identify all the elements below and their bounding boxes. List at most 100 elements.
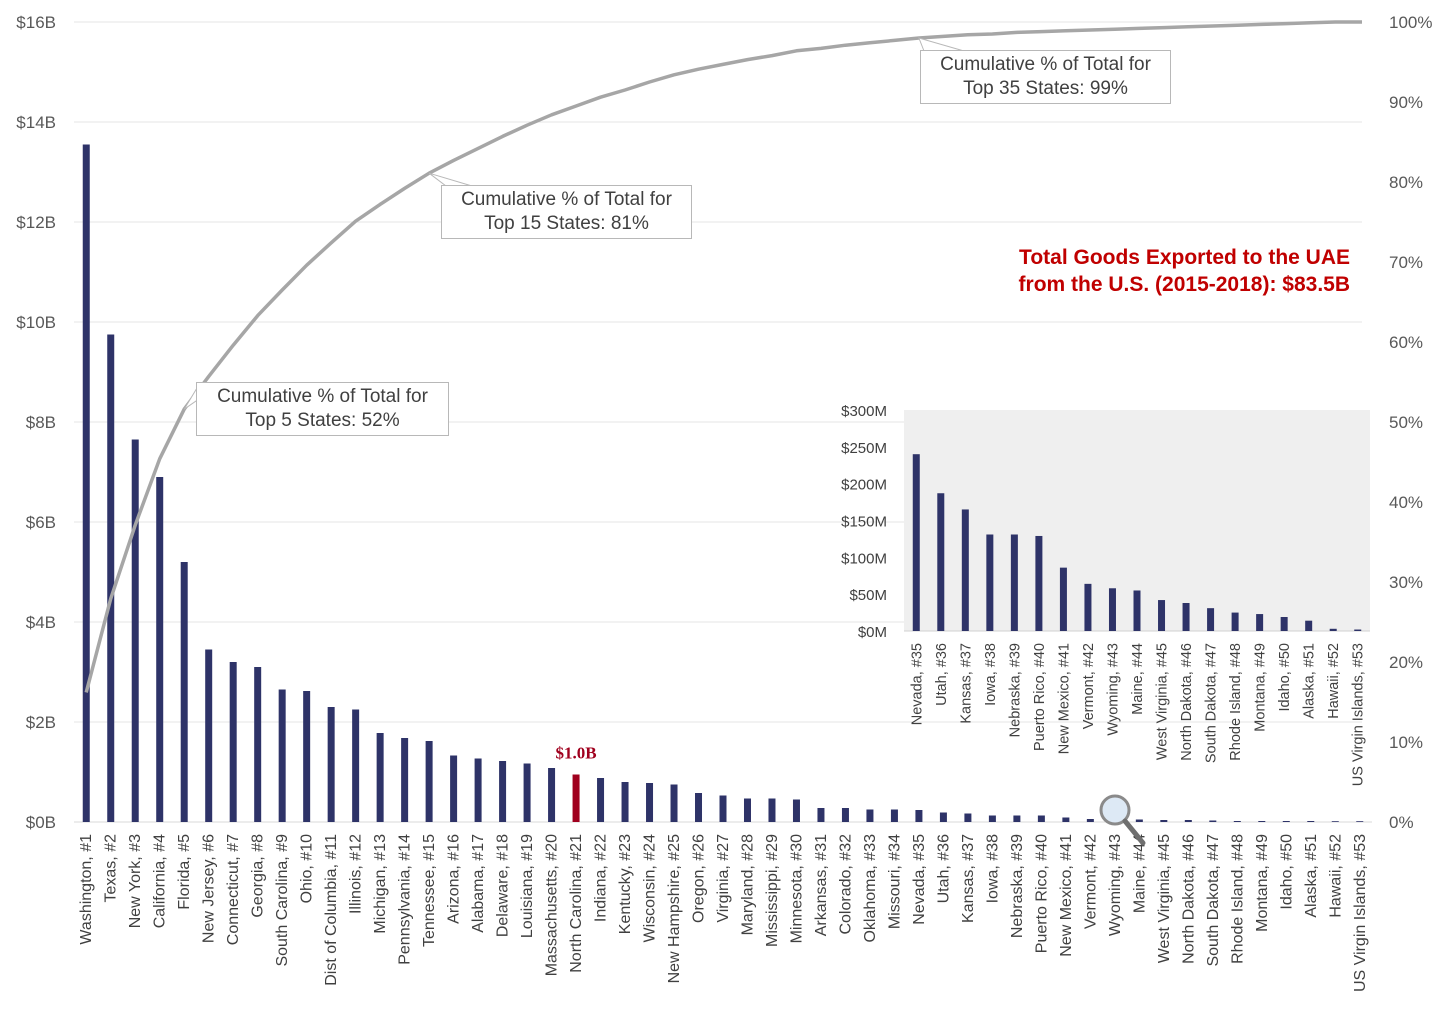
x-label-maryland-28: Maryland, #28 xyxy=(739,834,756,935)
x-label-louisiana-19: Louisiana, #19 xyxy=(519,834,536,938)
callout-pointer xyxy=(918,37,965,52)
inset-x-label-wyoming-43: Wyoming, #43 xyxy=(1105,643,1121,736)
inset-chart: $0M $50M $100M $150M $200M $250M $300M Nevada, … xyxy=(841,403,1370,786)
inset-bar-alaska-51 xyxy=(1305,620,1313,631)
callout-top35-line1: Cumulative % of Total for xyxy=(940,54,1151,75)
bar-utah-36 xyxy=(939,812,947,822)
callout-top15-line1: Cumulative % of Total for xyxy=(461,189,672,210)
x-label-maine-44: Maine, #44 xyxy=(1131,834,1148,913)
inset-x-label-kansas-37: Kansas, #37 xyxy=(958,643,974,724)
x-label-ohio-10: Ohio, #10 xyxy=(299,834,316,903)
x-label-west-virginia-45: West Virginia, #45 xyxy=(1156,834,1173,963)
inset-x-label-iowa-38: Iowa, #38 xyxy=(983,643,999,706)
inset-bar-vermont-42 xyxy=(1084,583,1092,631)
bar-massachusetts-20 xyxy=(548,768,556,822)
y2-tick-label: 30% xyxy=(1389,573,1423,592)
inset-bar-utah-36 xyxy=(937,493,945,631)
callout-pointer xyxy=(428,172,473,187)
inset-x-label-vermont-42: Vermont, #42 xyxy=(1081,643,1097,729)
bar-maine-44 xyxy=(1135,819,1143,822)
bar-delaware-18 xyxy=(499,761,507,822)
inset-bar-south-dakota-47 xyxy=(1207,608,1215,631)
x-label-oregon-26: Oregon, #26 xyxy=(691,834,708,923)
inset-y-tick-label: $50M xyxy=(849,587,887,604)
bar-vermont-42 xyxy=(1086,819,1094,822)
bar-washington-1 xyxy=(82,144,90,822)
x-label-new-york-3: New York, #3 xyxy=(127,834,144,928)
y-tick-label: $10B xyxy=(16,313,56,332)
bar-west-virginia-45 xyxy=(1160,820,1168,822)
x-label-michigan-13: Michigan, #13 xyxy=(372,834,389,934)
inset-x-label-utah-36: Utah, #36 xyxy=(934,643,950,706)
inset-bar-kansas-37 xyxy=(961,509,969,631)
x-label-florida-5: Florida, #5 xyxy=(176,834,193,910)
cumulative-percent-line xyxy=(84,20,1362,693)
y-tick-label: $6B xyxy=(26,513,56,532)
y-tick-label: $4B xyxy=(26,613,56,632)
y2-tick-label: 20% xyxy=(1389,653,1423,672)
inset-x-label-south-dakota-47: South Dakota, #47 xyxy=(1204,643,1220,763)
bar-tennessee-15 xyxy=(425,741,433,822)
x-label-massachusetts-20: Massachusetts, #20 xyxy=(544,834,561,976)
inset-x-label-us-virgin-islands-53: US Virgin Islands, #53 xyxy=(1351,643,1367,786)
x-label-idaho-50: Idaho, #50 xyxy=(1278,834,1295,910)
inset-bar-hawaii-52 xyxy=(1329,628,1337,631)
x-label-new-mexico-41: New Mexico, #41 xyxy=(1058,834,1075,957)
x-label-utah-36: Utah, #36 xyxy=(935,834,952,903)
inset-x-label-north-dakota-46: North Dakota, #46 xyxy=(1179,643,1195,761)
x-label-iowa-38: Iowa, #38 xyxy=(984,834,1001,903)
x-label-rhode-island-48: Rhode Island, #48 xyxy=(1229,834,1246,964)
x-label-dist-of-columbia-11: Dist of Columbia, #11 xyxy=(323,834,340,986)
inset-x-label-idaho-50: Idaho, #50 xyxy=(1277,643,1293,712)
x-label-kentucky-23: Kentucky, #23 xyxy=(617,834,634,934)
inset-bar-puerto-rico-40 xyxy=(1035,535,1043,631)
x-label-puerto-rico-40: Puerto Rico, #40 xyxy=(1033,834,1050,953)
bar-california-4 xyxy=(156,477,164,822)
bar-indiana-22 xyxy=(597,778,605,822)
x-label-nebraska-39: Nebraska, #39 xyxy=(1009,834,1026,938)
x-label-colorado-32: Colorado, #32 xyxy=(837,834,854,935)
x-label-georgia-8: Georgia, #8 xyxy=(250,834,267,918)
callout-top5: Cumulative % of Total for Top 5 States: … xyxy=(196,382,449,436)
x-label-south-carolina-9: South Carolina, #9 xyxy=(274,834,291,967)
x-label-oklahoma-33: Oklahoma, #33 xyxy=(862,834,879,943)
callout-top15: Cumulative % of Total for Top 15 States:… xyxy=(441,185,692,239)
y2-tick-label: 80% xyxy=(1389,173,1423,192)
bar-hawaii-52 xyxy=(1331,821,1339,822)
callout-top35: Cumulative % of Total for Top 35 States:… xyxy=(920,50,1171,104)
bar-new-york-3 xyxy=(131,439,139,822)
bar-texas-2 xyxy=(107,334,115,822)
y2-tick-label: 100% xyxy=(1389,13,1432,32)
inset-x-label-maine-44: Maine, #44 xyxy=(1130,643,1146,715)
inset-x-label-alaska-51: Alaska, #51 xyxy=(1302,643,1318,719)
inset-bar-west-virginia-45 xyxy=(1158,600,1166,631)
bar-nebraska-39 xyxy=(1013,815,1021,822)
main-category-labels: Washington, #1 Texas, #2 New York, #3 Calif… xyxy=(78,834,1369,992)
y2-tick-label: 90% xyxy=(1389,93,1423,112)
x-label-south-dakota-47: South Dakota, #47 xyxy=(1205,834,1222,967)
bar-dist-of-columbia-11 xyxy=(327,707,335,822)
bar-wisconsin-24 xyxy=(646,783,654,822)
highlight-value-label: $1.0B xyxy=(556,744,597,763)
inset-bar-wyoming-43 xyxy=(1108,588,1116,631)
y2-tick-label: 0% xyxy=(1389,813,1414,832)
x-label-delaware-18: Delaware, #18 xyxy=(495,834,512,937)
bar-south-dakota-47 xyxy=(1209,820,1217,822)
x-label-kansas-37: Kansas, #37 xyxy=(960,834,977,923)
bar-north-dakota-46 xyxy=(1184,820,1192,822)
y2-tick-label: 50% xyxy=(1389,413,1423,432)
bar-kansas-37 xyxy=(964,813,972,822)
bar-minnesota-30 xyxy=(792,799,800,822)
callout-top15-line2: Top 15 States: 81% xyxy=(484,213,649,234)
x-label-montana-49: Montana, #49 xyxy=(1254,834,1271,932)
y2-tick-label: 10% xyxy=(1389,733,1423,752)
bar-oklahoma-33 xyxy=(866,809,874,822)
inset-bar-rhode-island-48 xyxy=(1231,612,1239,631)
y-tick-label: $12B xyxy=(16,213,56,232)
x-label-vermont-42: Vermont, #42 xyxy=(1082,834,1099,929)
inset-bar-new-mexico-41 xyxy=(1059,567,1067,631)
x-label-connecticut-7: Connecticut, #7 xyxy=(225,834,242,945)
total-exports-note-line2: from the U.S. (2015-2018): $83.5B xyxy=(1018,273,1350,296)
y2-tick-label: 70% xyxy=(1389,253,1423,272)
bar-ohio-10 xyxy=(303,691,311,822)
